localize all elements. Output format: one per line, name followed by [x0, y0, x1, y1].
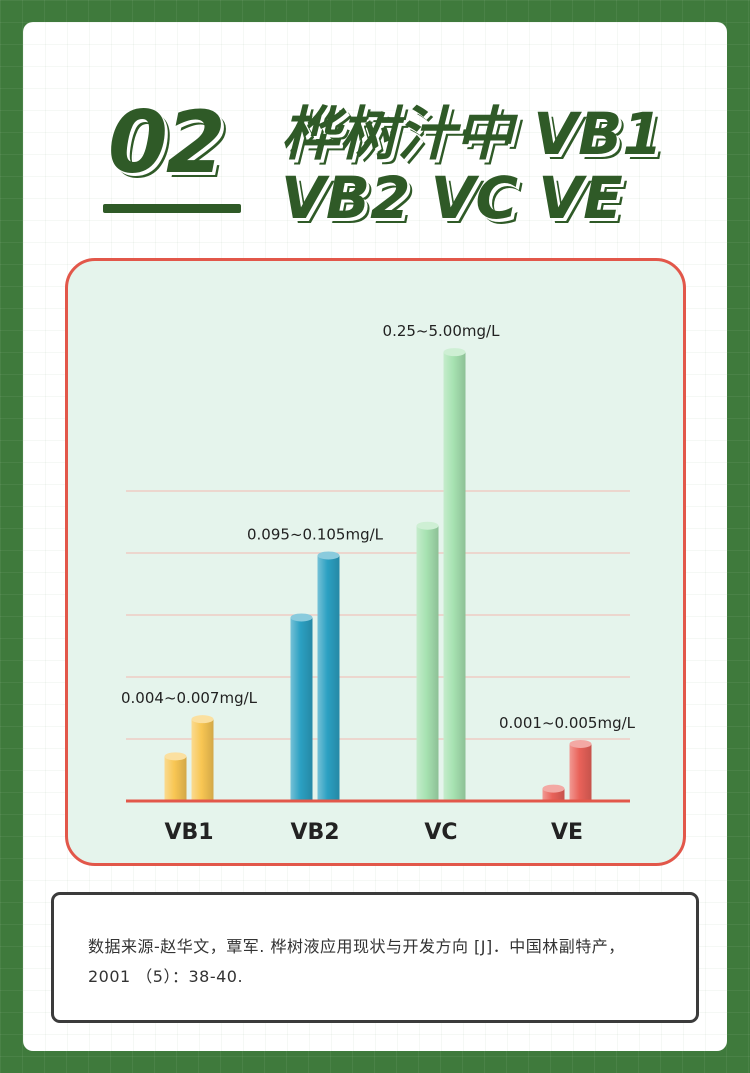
- x-tick-label: VB1: [164, 820, 213, 845]
- x-tick-label: VE: [551, 820, 583, 845]
- bar-vb2-max: [317, 555, 340, 801]
- data-label: 0.095~0.105mg/L: [247, 525, 384, 543]
- page-title: 桦树汁中 VB1 VB2 VC VE: [281, 102, 731, 230]
- title-line-1: 桦树汁中 VB1: [281, 100, 663, 168]
- title-line-2: VB2 VC VE: [281, 164, 623, 232]
- bar-cap: [164, 752, 187, 761]
- bar-vc-min: [416, 525, 439, 801]
- bar-cap: [569, 739, 592, 748]
- source-citation: 数据来源-赵华文，覃军. 桦树液应用现状与开发方向 [J]．中国林副特产，200…: [51, 892, 699, 1023]
- source-text: 数据来源-赵华文，覃军. 桦树液应用现状与开发方向 [J]．中国林副特产，200…: [88, 937, 625, 986]
- section-number: 02: [108, 93, 226, 193]
- bar-cap: [443, 348, 466, 357]
- data-label: 0.25~5.00mg/L: [383, 322, 501, 340]
- data-label: 0.004~0.007mg/L: [121, 689, 258, 707]
- bar-cap: [317, 551, 340, 560]
- section-number-underline: [103, 204, 241, 213]
- bar-ve-max: [569, 743, 592, 801]
- bar-chart: VB1 0.004~0.007mg/L VB2 0.095~0.105mg/L VC 0.…: [121, 322, 636, 845]
- chart-panel: VB1 0.004~0.007mg/L VB2 0.095~0.105mg/L VC 0.…: [65, 258, 686, 866]
- bar-vb2-min: [290, 617, 313, 801]
- bar-cap: [416, 521, 439, 530]
- x-tick-label: VB2: [290, 820, 339, 845]
- bar-vc-max: [443, 352, 466, 801]
- bar-cap: [290, 613, 313, 622]
- bar-cap: [542, 784, 565, 793]
- bar-vb1-max: [191, 719, 214, 801]
- data-label: 0.001~0.005mg/L: [499, 714, 636, 732]
- bar-vb1-min: [164, 756, 187, 801]
- bar-cap: [191, 715, 214, 724]
- x-tick-label: VC: [424, 820, 457, 845]
